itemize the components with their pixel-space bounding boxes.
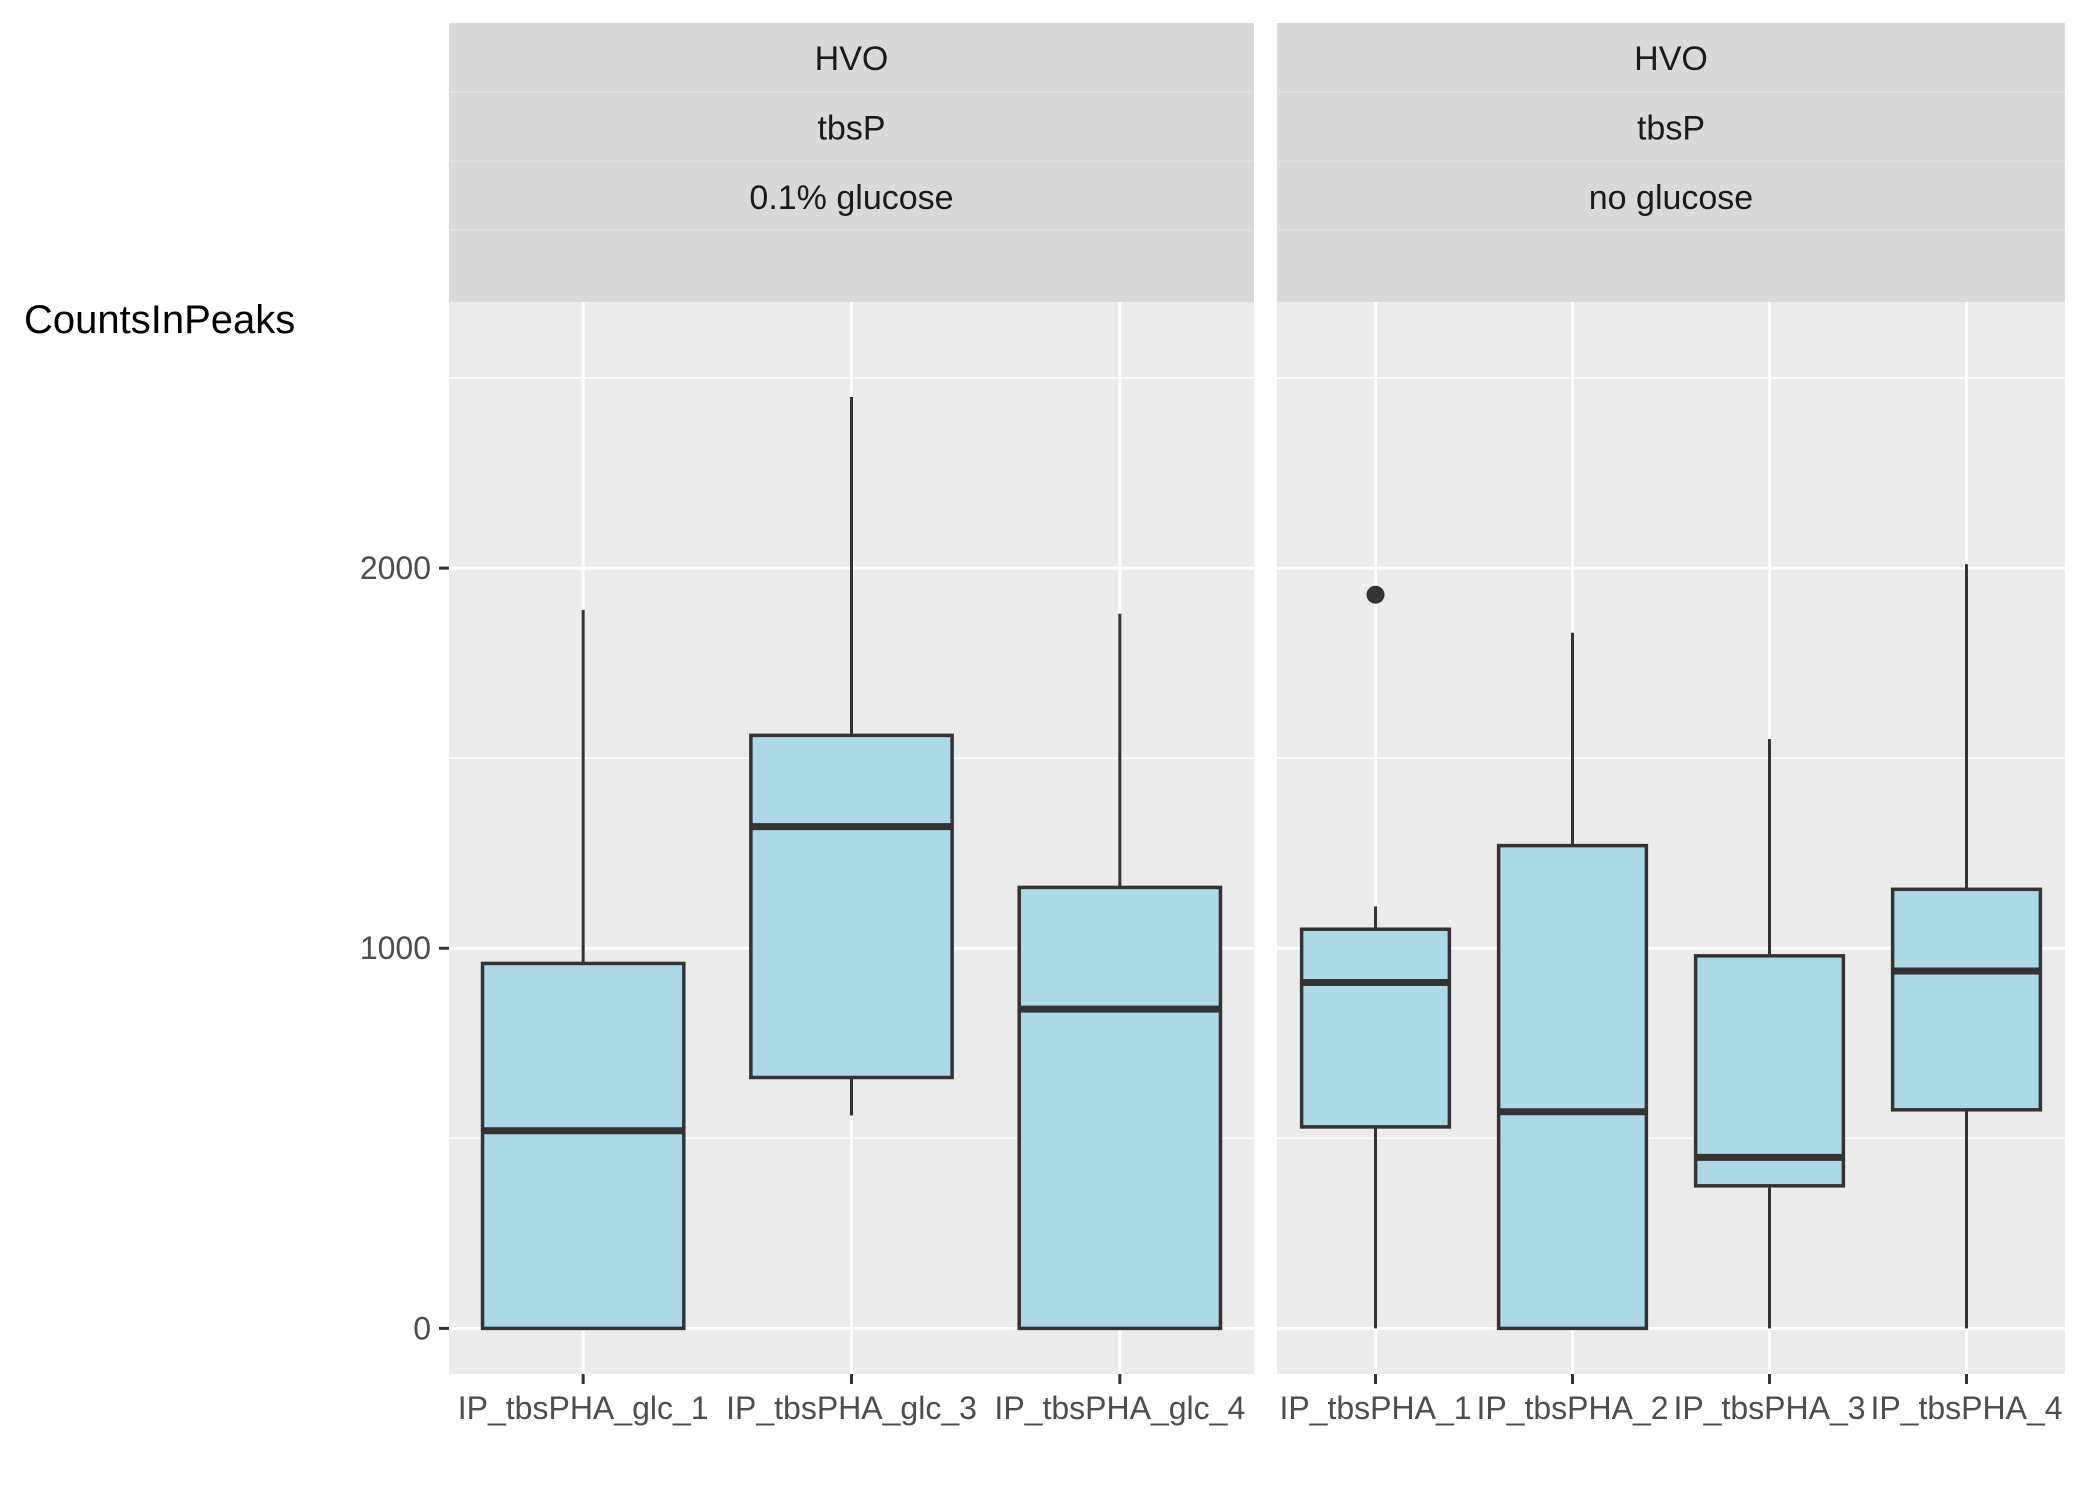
y-tick-label: 1000 xyxy=(360,930,431,966)
facet-panels: IP_tbsPHA_glc_1 IP_tbsPHA_glc_3 IP_tbsPHA_… xyxy=(449,23,2065,1426)
x-tick-label: IP_tbsPHA_glc_1 xyxy=(458,1390,709,1426)
box-IP_tbsPHA_glc_3 xyxy=(749,397,954,1116)
strip-label: tbsP xyxy=(1637,110,1705,148)
x-tick-label: IP_tbsPHA_glc_3 xyxy=(726,1390,977,1426)
y-tick-label: 2000 xyxy=(360,550,431,586)
strip-label: HVO xyxy=(815,40,889,78)
y-axis-label: CountsInPeaks xyxy=(24,298,295,342)
facet-strip xyxy=(449,23,1254,302)
strip-label: 0.1% glucose xyxy=(749,179,953,217)
strip-label: no glucose xyxy=(1589,179,1753,217)
panel-background xyxy=(1277,302,2065,1374)
x-tick-label: IP_tbsPHA_4 xyxy=(1870,1390,2062,1426)
facet-1: IP_tbsPHA_glc_1 IP_tbsPHA_glc_3 IP_tbsPHA_… xyxy=(449,23,1254,1426)
x-tick-label: IP_tbsPHA_3 xyxy=(1673,1390,1865,1426)
box-iqr xyxy=(1017,885,1223,1331)
box-iqr xyxy=(480,961,686,1331)
box-iqr xyxy=(1299,927,1452,1129)
y-axis: 0 1000 2000 xyxy=(360,550,449,1346)
box-iqr xyxy=(1890,887,2043,1112)
box-iqr xyxy=(1693,954,1846,1188)
box-iqr xyxy=(749,733,954,1080)
facet-strip xyxy=(1277,23,2065,302)
box-IP_tbsPHA_glc_4 xyxy=(1017,613,1223,1331)
box-iqr xyxy=(1496,843,1649,1331)
box-IP_tbsPHA_3 xyxy=(1693,739,1846,1329)
facet-2: IP_tbsPHA_1 IP_tbsPHA_2 IP_tbsPHA_3 IP_tbsP… xyxy=(1277,23,2065,1426)
strip-label: HVO xyxy=(1634,40,1708,78)
box-IP_tbsPHA_2 xyxy=(1496,632,1649,1331)
box-IP_tbsPHA_glc_1 xyxy=(480,609,686,1331)
x-tick-label: IP_tbsPHA_1 xyxy=(1279,1390,1471,1426)
x-tick-label: IP_tbsPHA_glc_4 xyxy=(994,1390,1245,1426)
box-IP_tbsPHA_1 xyxy=(1299,585,1452,1329)
y-tick-label: 0 xyxy=(413,1310,431,1346)
x-tick-label: IP_tbsPHA_2 xyxy=(1476,1390,1668,1426)
outlier-point xyxy=(1366,585,1385,604)
box-IP_tbsPHA_4 xyxy=(1890,564,2043,1329)
strip-label: tbsP xyxy=(817,110,885,148)
